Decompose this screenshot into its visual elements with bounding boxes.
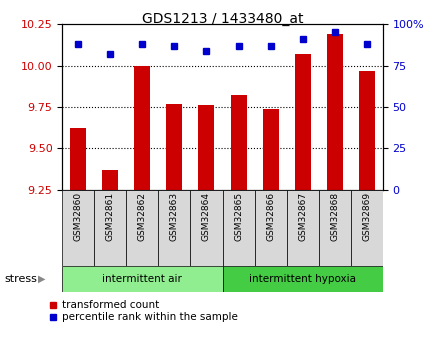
Text: GSM32862: GSM32862 bbox=[138, 192, 147, 241]
Text: ▶: ▶ bbox=[38, 274, 45, 284]
Bar bbox=[255, 190, 287, 266]
Bar bbox=[62, 190, 94, 266]
Bar bbox=[287, 190, 319, 266]
Text: GDS1213 / 1433480_at: GDS1213 / 1433480_at bbox=[142, 12, 303, 26]
Bar bbox=[62, 266, 222, 292]
Text: GSM32866: GSM32866 bbox=[266, 192, 275, 241]
Bar bbox=[351, 190, 383, 266]
Bar bbox=[70, 128, 86, 190]
Text: GSM32867: GSM32867 bbox=[298, 192, 307, 241]
Bar bbox=[190, 190, 222, 266]
Bar bbox=[166, 104, 182, 190]
Bar bbox=[102, 170, 118, 190]
Bar bbox=[94, 190, 126, 266]
Bar bbox=[222, 266, 383, 292]
Text: GSM32860: GSM32860 bbox=[74, 192, 83, 241]
Bar bbox=[158, 190, 190, 266]
Bar bbox=[134, 66, 150, 190]
Legend: transformed count, percentile rank within the sample: transformed count, percentile rank withi… bbox=[50, 300, 238, 322]
Bar bbox=[222, 190, 255, 266]
Text: intermittent air: intermittent air bbox=[102, 274, 182, 284]
Text: GSM32861: GSM32861 bbox=[106, 192, 115, 241]
Bar bbox=[263, 109, 279, 190]
Bar bbox=[319, 190, 351, 266]
Text: GSM32865: GSM32865 bbox=[234, 192, 243, 241]
Text: intermittent hypoxia: intermittent hypoxia bbox=[249, 274, 356, 284]
Bar bbox=[295, 54, 311, 190]
Text: GSM32869: GSM32869 bbox=[362, 192, 371, 241]
Bar bbox=[327, 34, 343, 190]
Text: GSM32864: GSM32864 bbox=[202, 192, 211, 241]
Text: stress: stress bbox=[4, 274, 37, 284]
Text: GSM32868: GSM32868 bbox=[330, 192, 339, 241]
Bar bbox=[231, 95, 247, 190]
Bar bbox=[359, 70, 375, 190]
Text: GSM32863: GSM32863 bbox=[170, 192, 179, 241]
Bar bbox=[198, 105, 214, 190]
Bar bbox=[126, 190, 158, 266]
